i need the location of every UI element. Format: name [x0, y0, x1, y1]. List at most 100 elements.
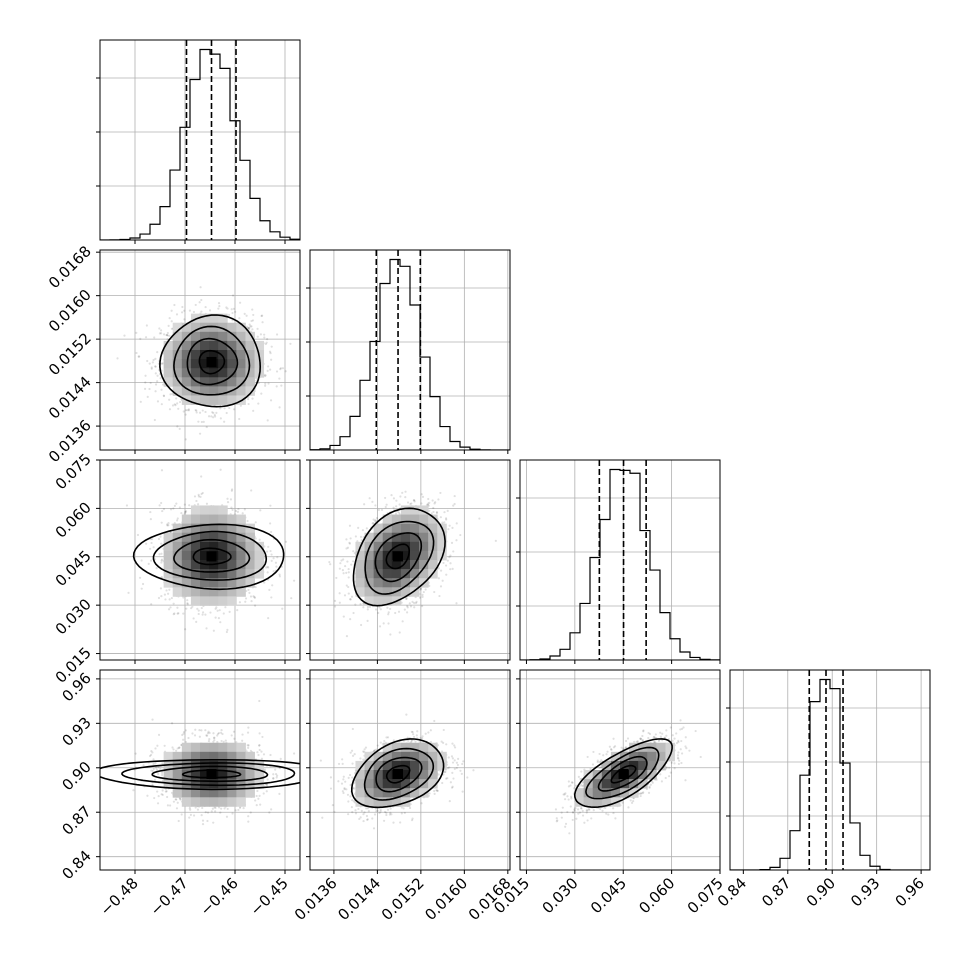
- sample-point: [265, 566, 268, 569]
- sample-point: [218, 304, 221, 308]
- density-cell: [218, 560, 228, 570]
- density-cell: [172, 550, 183, 561]
- sample-point: [197, 612, 200, 616]
- sample-point: [347, 576, 350, 579]
- density-cell: [190, 359, 201, 369]
- contour-line: [192, 547, 232, 566]
- sample-point: [448, 556, 451, 559]
- sample-point: [185, 607, 188, 610]
- contour-line: [132, 523, 285, 591]
- sample-point: [352, 611, 355, 615]
- sample-point: [351, 560, 355, 563]
- density-cell: [172, 541, 183, 552]
- sample-point: [279, 367, 282, 370]
- sample-point: [372, 521, 375, 525]
- density-cell: [209, 350, 219, 360]
- sample-point: [225, 411, 228, 415]
- contour-line: [198, 349, 226, 375]
- sample-point: [409, 502, 412, 506]
- sample-point: [246, 519, 249, 523]
- density-cell: [163, 541, 174, 552]
- sample-point: [259, 509, 262, 512]
- sample-point: [183, 309, 186, 312]
- density-cell: [209, 331, 219, 342]
- sample-point: [385, 503, 388, 506]
- density-cell: [181, 523, 192, 534]
- sample-point: [256, 327, 259, 330]
- sample-point: [272, 570, 275, 573]
- sample-point: [340, 559, 343, 562]
- sample-point: [372, 518, 375, 521]
- sample-point: [198, 301, 201, 304]
- sample-point: [398, 631, 401, 634]
- density-cell: [245, 541, 255, 552]
- sample-point: [217, 302, 221, 305]
- sample-point: [188, 504, 191, 507]
- sample-point: [420, 502, 423, 505]
- sample-point: [127, 591, 130, 594]
- sample-point: [205, 502, 209, 505]
- sample-point: [253, 596, 257, 599]
- sample-point: [173, 303, 176, 307]
- sample-point: [447, 528, 450, 531]
- sample-point: [270, 596, 273, 599]
- sample-point: [345, 538, 348, 541]
- sample-point: [412, 499, 415, 502]
- sample-point: [342, 558, 345, 561]
- sample-point: [248, 323, 251, 326]
- sample-point: [437, 567, 440, 570]
- sample-point: [149, 510, 152, 514]
- sample-point: [366, 619, 369, 622]
- sample-point: [173, 521, 176, 525]
- density-cell: [218, 359, 228, 369]
- sample-point: [279, 368, 282, 371]
- sample-point: [290, 597, 293, 600]
- sample-point: [267, 566, 270, 569]
- density-cell: [245, 350, 255, 360]
- sample-point: [157, 537, 161, 541]
- sample-point: [175, 502, 178, 505]
- sample-point: [165, 333, 169, 337]
- sample-point: [173, 403, 176, 406]
- sample-point: [377, 508, 380, 512]
- sample-point: [439, 491, 442, 495]
- sample-point: [208, 309, 212, 312]
- density-cell: [200, 514, 210, 525]
- density-cell: [181, 560, 192, 570]
- sample-point: [228, 406, 231, 410]
- sample-point: [146, 359, 149, 363]
- sample-point: [251, 308, 254, 311]
- sample-point: [211, 411, 214, 414]
- sample-point: [257, 381, 260, 385]
- sample-point: [366, 608, 369, 611]
- sample-point: [236, 609, 239, 612]
- sample-point: [149, 518, 152, 521]
- sample-point: [371, 522, 374, 525]
- density-cell: [181, 587, 192, 597]
- sample-point: [446, 559, 449, 562]
- density-cell: [209, 505, 219, 515]
- density-cell: [172, 532, 183, 543]
- sample-point: [182, 612, 185, 615]
- sample-point: [183, 503, 186, 506]
- sample-point: [343, 594, 347, 597]
- density-cell: [181, 368, 192, 378]
- sample-point: [421, 593, 424, 597]
- density-cell: [200, 587, 210, 597]
- density-cell: [218, 331, 228, 342]
- sample-point: [270, 553, 273, 556]
- density-cell: [209, 569, 219, 579]
- sample-point: [406, 501, 410, 504]
- density-cell: [209, 596, 219, 606]
- sample-point: [374, 520, 377, 523]
- density-cell: [236, 377, 246, 387]
- sample-point: [362, 606, 365, 609]
- sample-point: [354, 535, 357, 538]
- sample-point: [154, 357, 157, 360]
- sample-point: [219, 468, 222, 471]
- density-cell: [163, 350, 174, 360]
- sample-point: [269, 522, 272, 525]
- sample-point: [408, 602, 411, 605]
- sample-point: [184, 628, 187, 631]
- density-cell: [236, 350, 246, 360]
